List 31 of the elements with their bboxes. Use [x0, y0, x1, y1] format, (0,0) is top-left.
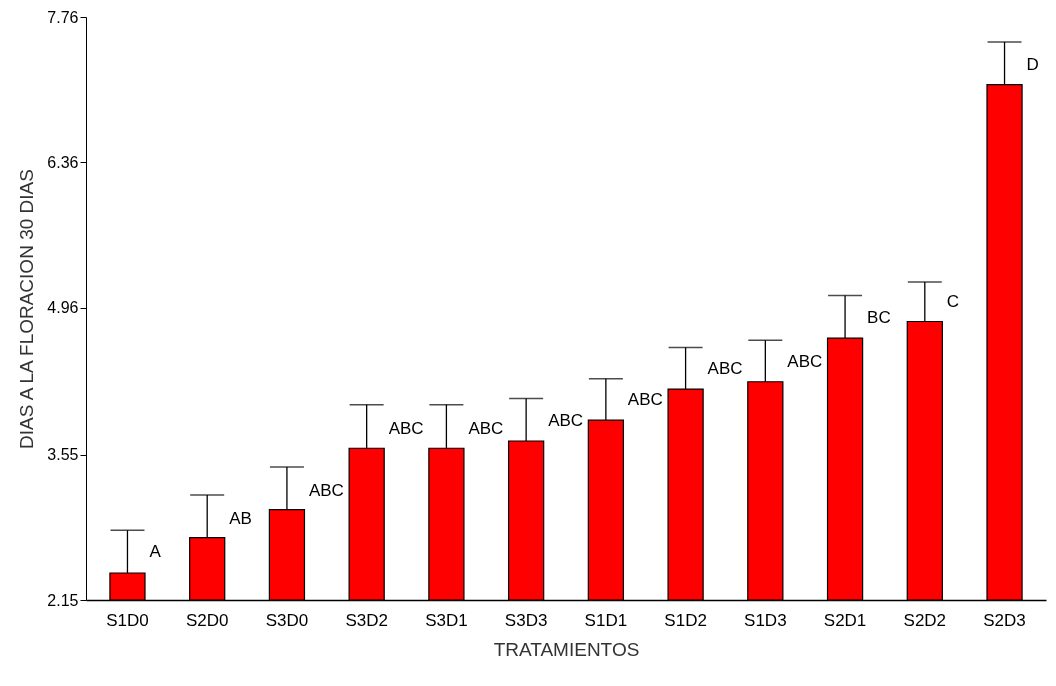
- annotation: C: [946, 291, 960, 311]
- annotation: ABC: [627, 390, 663, 410]
- y-tick-label: 7.76: [47, 8, 79, 26]
- y-tick-label: 6.36: [47, 153, 79, 171]
- annotation: ABC: [388, 418, 424, 438]
- annotation: BC: [867, 308, 891, 328]
- annotation: D: [1026, 54, 1039, 74]
- x-tick-label: S1D3: [744, 610, 787, 630]
- x-tick-label: S1D1: [584, 610, 628, 630]
- x-axis-title: TRATAMIENTOS: [493, 638, 640, 660]
- annotation: ABC: [548, 411, 584, 431]
- x-tick-label: S2D0: [185, 610, 229, 630]
- x-tick-label: S3D0: [265, 610, 309, 630]
- x-tick-label: S2D1: [823, 610, 867, 630]
- x-tick-label: S1D2: [664, 610, 707, 630]
- y-tick-label: 2.15: [47, 591, 79, 609]
- annotation: AB: [229, 508, 252, 528]
- x-tick-label: S1D0: [106, 610, 149, 630]
- annotation: ABC: [787, 352, 823, 372]
- y-tick-label: 4.96: [47, 299, 79, 317]
- annotation: A: [149, 542, 162, 562]
- x-tick-label: S2D3: [983, 610, 1026, 630]
- annotation: ABC: [468, 418, 504, 438]
- y-tick-label: 3.55: [47, 446, 79, 464]
- x-tick-label: S3D1: [425, 610, 468, 630]
- annotation: ABC: [308, 480, 344, 500]
- y-axis-title: DIAS A LA FLORACION 30 DIAS: [16, 169, 38, 449]
- x-tick-label: S2D2: [903, 610, 947, 630]
- x-tick-label: S3D3: [504, 610, 548, 630]
- x-tick-label: S3D2: [345, 610, 388, 630]
- annotation: ABC: [707, 359, 743, 379]
